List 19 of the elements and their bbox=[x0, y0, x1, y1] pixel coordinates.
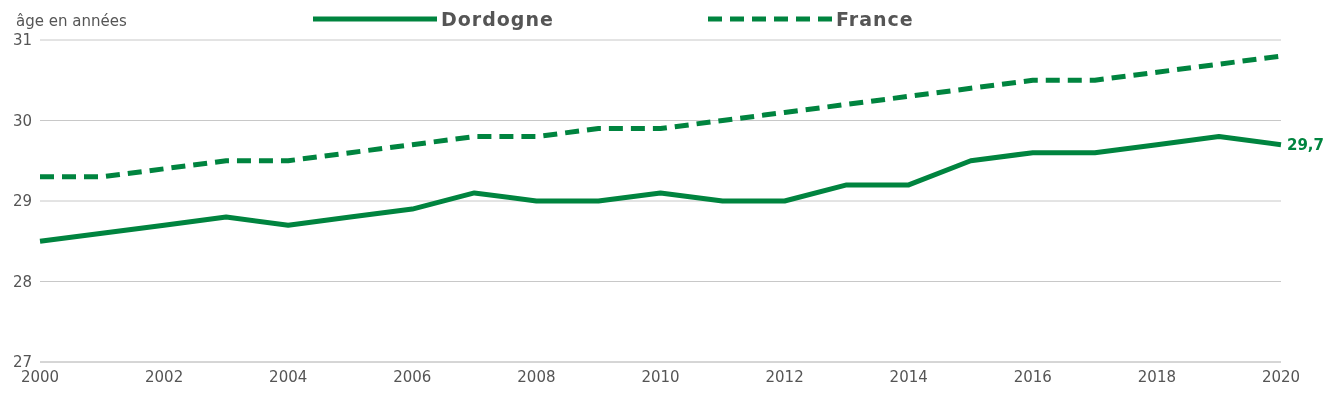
x-tick-label: 2018 bbox=[1137, 368, 1176, 386]
x-tick-label: 2002 bbox=[145, 368, 184, 386]
legend-label: Dordogne bbox=[441, 8, 554, 30]
y-tick-label: 31 bbox=[12, 31, 32, 50]
y-axis-title: âge en années bbox=[16, 12, 127, 30]
annotation: 29,7 bbox=[1287, 135, 1325, 154]
x-tick-label: 2020 bbox=[1261, 368, 1301, 386]
y-tick-label: 29 bbox=[12, 192, 32, 211]
x-tick-label: 2006 bbox=[393, 368, 432, 386]
x-tick-label: 2014 bbox=[889, 368, 928, 386]
x-tick-label: 2012 bbox=[765, 368, 804, 386]
y-tick-label: 28 bbox=[12, 272, 32, 291]
y-tick-label: 30 bbox=[12, 111, 32, 130]
x-tick-label: 2010 bbox=[641, 368, 680, 386]
x-tick-label: 2000 bbox=[20, 368, 60, 386]
x-tick-label: 2016 bbox=[1013, 368, 1052, 386]
x-tick-label: 2004 bbox=[269, 368, 308, 386]
legend-label: France bbox=[836, 8, 914, 30]
x-tick-label: 2008 bbox=[517, 368, 556, 386]
